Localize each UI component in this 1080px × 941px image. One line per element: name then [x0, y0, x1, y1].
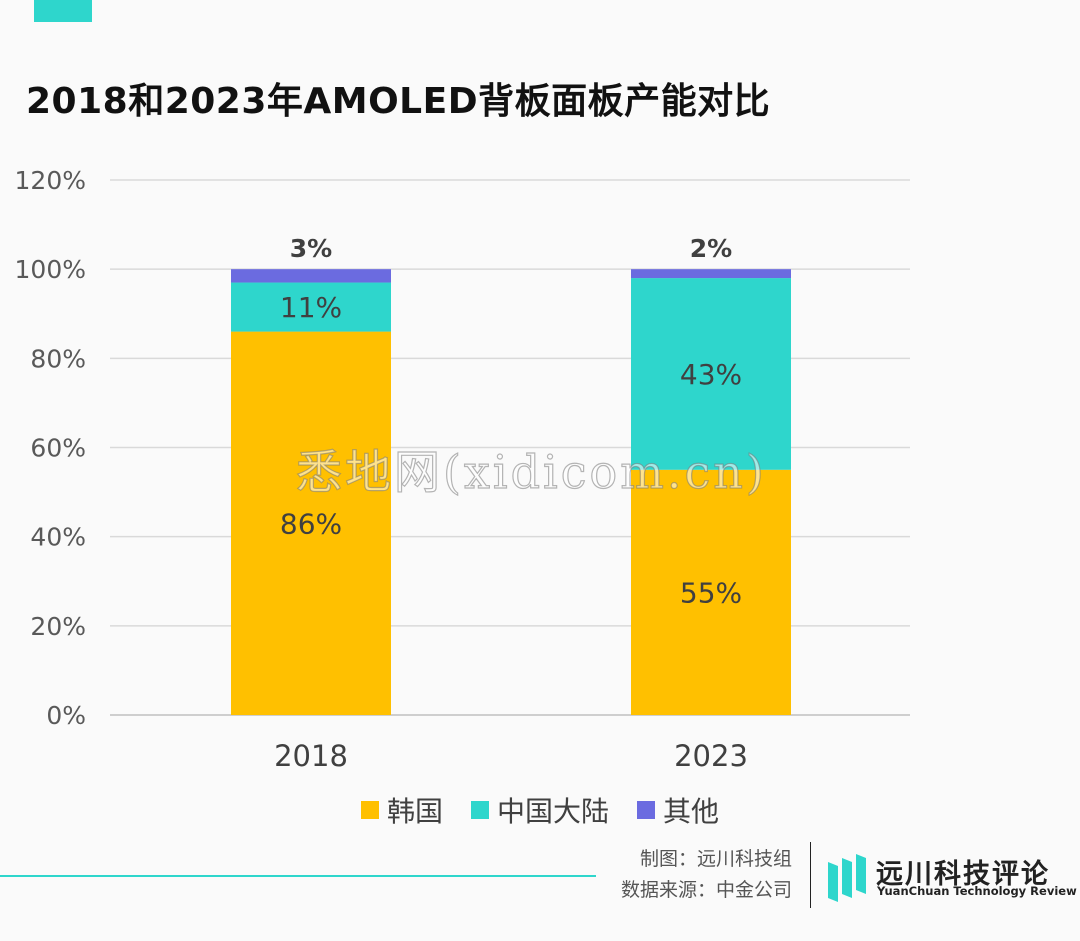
brand-name-en: YuanChuan Technology Review [877, 884, 1077, 898]
y-tick-label: 120% [15, 166, 86, 195]
y-tick-label: 100% [15, 255, 86, 284]
bar-other-2018 [231, 269, 391, 283]
bar-mainland-china-2023 [631, 278, 791, 470]
legend-label-korea: 韩国 [386, 795, 443, 828]
legend-swatch-mainland-china [470, 801, 489, 819]
credit-source: 数据来源：中金公司 [620, 879, 792, 901]
brand-logo-icon [828, 854, 866, 902]
legend-swatch-korea [360, 801, 379, 819]
data-label-other-2023: 2% [690, 234, 732, 263]
footer-divider [810, 842, 811, 908]
legend-item-mainland-china: 中国大陆 [470, 790, 609, 830]
y-tick-label: 40% [30, 523, 86, 552]
brand-name-cn: 远川科技评论 [876, 859, 1050, 890]
legend-item-other: 其他 [637, 790, 719, 830]
bar-mainland-china-2018 [231, 282, 391, 332]
bar-other-2023 [631, 269, 791, 279]
footer-line [0, 875, 596, 877]
accent-block [34, 0, 92, 22]
legend-label-other: 其他 [663, 795, 720, 828]
x-tick-label-2018: 2018 [274, 739, 348, 773]
bar-korea-2018 [231, 331, 391, 715]
data-label-other-2018: 3% [290, 234, 332, 263]
bar-korea-2023 [631, 469, 791, 715]
legend: 韩国 中国大陆 其他 [0, 790, 1080, 830]
x-tick-label-2023: 2023 [674, 739, 748, 773]
legend-swatch-other [637, 801, 655, 819]
watermark: 悉地网(xidicom.cn) [295, 444, 767, 499]
y-tick-label: 0% [46, 701, 86, 730]
y-tick-label: 80% [30, 344, 86, 373]
y-tick-label: 60% [30, 434, 86, 463]
data-label-korea-2023: 55% [680, 576, 742, 609]
data-label-mainland-china-2023: 43% [680, 358, 742, 391]
credits: 制图：远川科技组 数据来源：中金公司 [621, 844, 792, 906]
credit-maker: 制图：远川科技组 [639, 848, 792, 870]
data-label-korea-2018: 86% [280, 507, 342, 540]
chart-title: 2018和2023年AMOLED背板面板产能对比 [26, 81, 771, 122]
legend-label-mainland-china: 中国大陆 [496, 795, 609, 828]
legend-item-korea: 韩国 [360, 790, 443, 830]
data-label-mainland-china-2018: 11% [280, 291, 342, 324]
y-tick-label: 20% [30, 612, 86, 641]
